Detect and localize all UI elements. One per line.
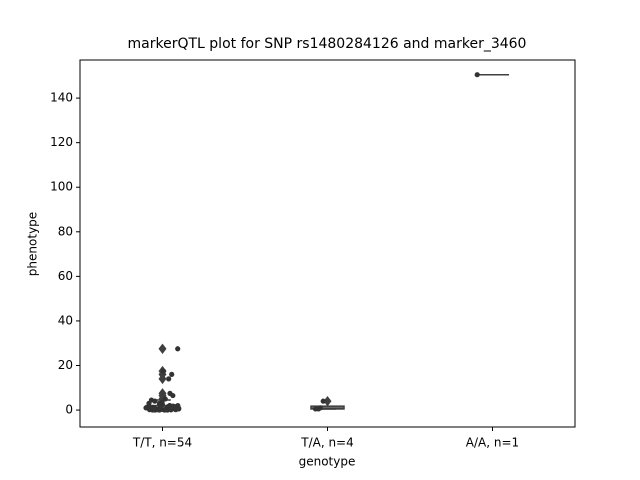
x-tick-label: T/T, n=54 xyxy=(132,436,192,450)
y-tick-label: 0 xyxy=(65,403,73,417)
flier xyxy=(158,373,167,385)
point xyxy=(312,406,319,412)
chart-title: markerQTL plot for SNP rs1480284126 and … xyxy=(128,36,527,52)
point xyxy=(320,398,326,404)
y-tick-label: 40 xyxy=(58,313,73,327)
x-axis-label: genotype xyxy=(299,455,356,469)
point xyxy=(166,376,172,382)
y-axis-label: phenotype xyxy=(26,212,40,276)
y-tick-label: 80 xyxy=(58,224,73,238)
y-tick-label: 100 xyxy=(50,180,73,194)
point xyxy=(161,407,168,413)
point xyxy=(173,407,179,413)
point xyxy=(170,392,176,399)
y-tick-label: 60 xyxy=(58,269,73,283)
point xyxy=(146,400,152,406)
point xyxy=(156,401,163,408)
point xyxy=(152,398,158,404)
point xyxy=(162,396,168,402)
axes-frame xyxy=(79,59,576,428)
point xyxy=(169,371,175,378)
y-tick-label: 20 xyxy=(58,358,73,372)
x-tick-label: T/A, n=4 xyxy=(300,436,354,450)
y-tick-label: 140 xyxy=(50,91,73,105)
flier xyxy=(323,395,332,407)
y-tick-label: 120 xyxy=(50,135,73,149)
point xyxy=(150,407,156,413)
point xyxy=(474,72,480,78)
flier xyxy=(158,343,167,354)
x-tick-label: A/A, n=1 xyxy=(466,436,519,450)
point xyxy=(175,346,181,352)
point xyxy=(156,407,162,413)
point xyxy=(160,368,167,374)
